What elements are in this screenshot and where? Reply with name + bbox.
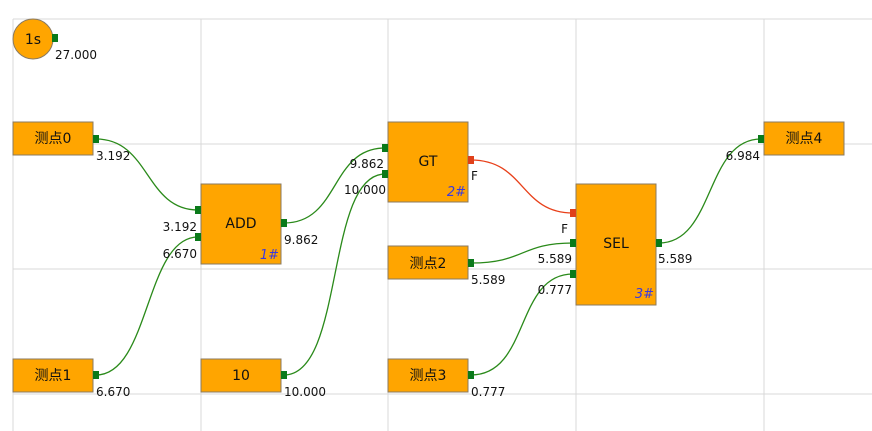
node[interactable]: GT 2# 9.862 10.000 F (344, 121, 478, 203)
wires (95, 138, 762, 376)
node-id: 1# (260, 248, 279, 263)
node[interactable]: 测点4 6.984 (726, 121, 845, 163)
port-value: 5.589 (471, 273, 505, 287)
port-value: 9.862 (284, 233, 318, 247)
wire (95, 138, 199, 211)
wire (470, 273, 574, 376)
port-value: 3.192 (163, 220, 197, 234)
port-value: 0.777 (471, 385, 505, 399)
port (468, 156, 474, 164)
wire (470, 242, 574, 264)
port (93, 371, 99, 379)
node-box[interactable] (763, 121, 845, 156)
wire (283, 173, 386, 376)
wire (95, 236, 199, 376)
port-value: 3.192 (96, 149, 130, 163)
port (468, 371, 474, 379)
port-value: 6.984 (726, 149, 760, 163)
port (382, 170, 388, 178)
node-label: ADD (225, 216, 256, 232)
port (570, 239, 576, 247)
node-label: 测点2 (410, 256, 447, 272)
wire (283, 147, 386, 224)
port-value: 10.000 (284, 385, 326, 399)
port-value: 27.000 (55, 48, 97, 62)
node-label: 测点4 (786, 131, 823, 147)
port-value: 6.670 (96, 385, 130, 399)
port-value: 5.589 (538, 252, 572, 266)
port (382, 144, 388, 152)
node[interactable]: 测点2 5.589 (387, 245, 505, 287)
node[interactable]: 10 10.000 (200, 358, 326, 399)
port (52, 34, 58, 42)
node[interactable]: ADD 1# 3.192 6.670 9.862 (163, 183, 319, 265)
wire (470, 159, 574, 214)
port-value: F (471, 169, 478, 183)
port (195, 206, 201, 214)
port-value: 10.000 (344, 183, 386, 197)
node-label: 10 (232, 368, 250, 384)
port (195, 233, 201, 241)
node-box[interactable] (200, 183, 282, 265)
node[interactable]: 测点1 6.670 (12, 358, 130, 399)
port (656, 239, 662, 247)
port-value: 6.670 (163, 247, 197, 261)
node-label: 测点0 (35, 131, 72, 147)
port (570, 209, 576, 217)
port (93, 135, 99, 143)
port-value: F (561, 222, 568, 236)
port-value: 9.862 (350, 157, 384, 171)
port (281, 219, 287, 227)
node-id: 3# (635, 287, 654, 302)
node-label: GT (419, 154, 438, 170)
node[interactable]: 测点0 3.192 (12, 121, 130, 163)
timer-label: 1s (25, 32, 41, 48)
node-label: SEL (603, 236, 629, 252)
port (758, 135, 764, 143)
port (281, 371, 287, 379)
node-label: 测点1 (35, 368, 72, 384)
node-box[interactable] (387, 245, 469, 280)
timer[interactable]: 1s 27.000 (12, 18, 97, 62)
node-id: 2# (447, 185, 466, 200)
wire (658, 138, 762, 244)
node-box[interactable] (12, 358, 94, 393)
node[interactable]: 测点3 0.777 (387, 358, 505, 399)
node-box[interactable] (575, 183, 657, 306)
port (570, 270, 576, 278)
node-box[interactable] (12, 121, 94, 156)
port-value: 5.589 (658, 252, 692, 266)
port (468, 259, 474, 267)
port-value: 0.777 (538, 283, 572, 297)
node[interactable]: SEL 3# F 5.589 0.777 5.589 (538, 183, 693, 306)
node-label: 测点3 (410, 368, 447, 384)
